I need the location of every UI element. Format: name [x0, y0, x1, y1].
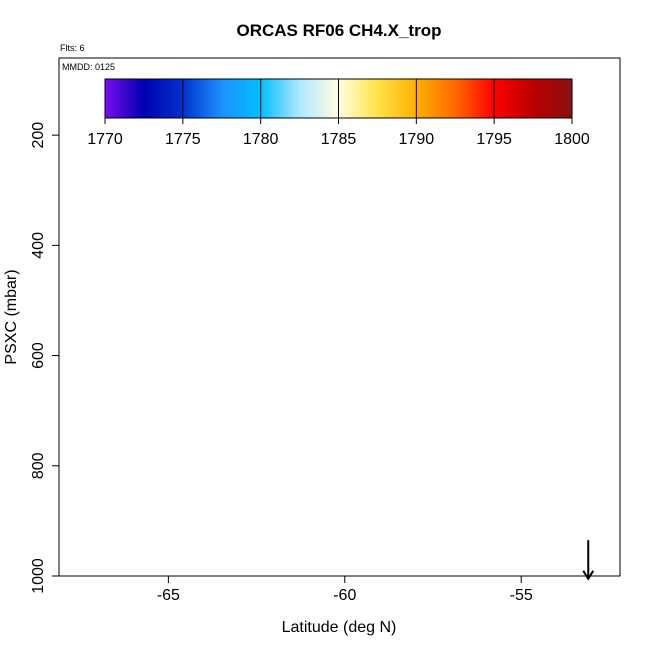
- x-axis: -65 -60 -55: [157, 576, 533, 604]
- chart-title: ORCAS RF06 CH4.X_trop: [237, 21, 442, 40]
- colorbar-tick-label: 1790: [399, 131, 435, 148]
- colorbar-tick-label: 1800: [554, 131, 590, 148]
- y-tick-label: 1000: [30, 558, 47, 594]
- flight-track-line: [61, 148, 589, 573]
- mmdd-note: MMDD: 0125: [62, 62, 115, 72]
- colorbar-ticks: 1770 1775 1780 1785 1790 1795 1800: [87, 79, 590, 148]
- flights-note: Flts: 6: [60, 43, 85, 53]
- end-arrow-head: [582, 570, 595, 581]
- x-tick-label: -65: [157, 587, 180, 604]
- y-tick-label: 200: [30, 122, 47, 149]
- plot-frame: [58, 57, 621, 577]
- y-axis-label: PSXC (mbar): [3, 269, 20, 364]
- y-axis: 200 400 600 800 1000: [30, 122, 59, 594]
- colorbar: 1770 1775 1780 1785 1790 1795 1800: [87, 78, 590, 148]
- x-tick-label: -60: [333, 587, 356, 604]
- x-axis-label: Latitude (deg N): [282, 619, 397, 636]
- end-arrow: [582, 540, 595, 581]
- colorbar-tick-label: 1775: [165, 131, 201, 148]
- flight-track: [61, 148, 589, 573]
- colorbar-tick-label: 1795: [476, 131, 512, 148]
- x-tick-label: -55: [510, 587, 533, 604]
- colorbar-tick-label: 1770: [87, 131, 123, 148]
- colorbar-tick-label: 1785: [321, 131, 357, 148]
- colorbar-tick-label: 1780: [243, 131, 279, 148]
- y-tick-label: 800: [30, 452, 47, 479]
- y-tick-label: 400: [30, 232, 47, 259]
- y-tick-label: 600: [30, 342, 47, 369]
